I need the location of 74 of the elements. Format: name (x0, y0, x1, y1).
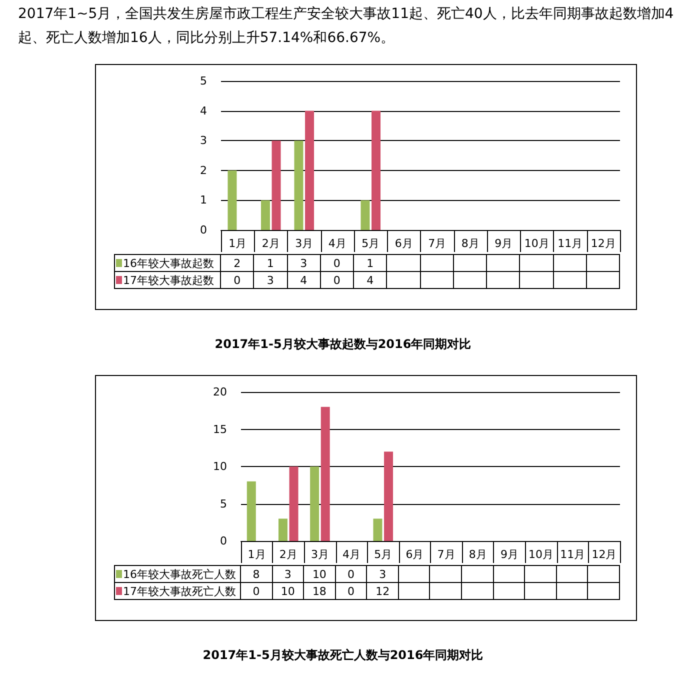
x-tick-label: 8月 (468, 548, 487, 561)
x-tick-label: 9月 (500, 548, 518, 561)
bar (289, 466, 298, 541)
bar (260, 200, 270, 230)
y-tick-label: 5 (220, 497, 227, 510)
y-tick-label: 15 (213, 422, 227, 436)
data-label: 10 (304, 566, 336, 582)
data-label: 0 (335, 582, 367, 600)
bar (373, 518, 382, 541)
x-tick-label: 1月 (248, 548, 266, 561)
legend-label: 17年较大事故起数 (114, 272, 220, 288)
x-tick-label: 1月 (228, 237, 247, 250)
y-tick-label: 0 (220, 534, 227, 548)
bar (278, 518, 288, 541)
legend-label: 16年较大事故死亡人数 (114, 566, 240, 582)
bar (310, 466, 320, 541)
x-tick-label: 12月 (592, 548, 617, 561)
bar (294, 140, 304, 230)
data-label: 12 (366, 582, 398, 600)
y-tick-label: 5 (200, 74, 207, 88)
x-tick-label: 3月 (310, 548, 329, 561)
x-tick-label: 6月 (406, 548, 424, 561)
data-label: 3 (287, 254, 320, 272)
data-label: 0 (240, 582, 272, 600)
x-tick-label: 7月 (437, 548, 456, 561)
x-tick-label: 5月 (362, 237, 380, 250)
bar (384, 452, 394, 541)
y-tick-label: 4 (200, 104, 207, 118)
bar (272, 140, 281, 230)
data-label: 4 (354, 272, 387, 288)
x-tick-label: 11月 (560, 548, 586, 561)
data-label: 4 (287, 272, 320, 288)
x-tick-label: 11月 (558, 237, 583, 250)
bar (320, 406, 330, 541)
y-tick-label: 20 (213, 386, 227, 398)
x-tick-label: 12月 (590, 237, 616, 250)
x-tick-label: 7月 (428, 237, 446, 250)
data-label: 3 (272, 566, 304, 582)
text: 2017年1-5月较大事故起数与2016年同期对比 (214, 336, 472, 353)
x-tick-label: 5月 (374, 548, 392, 561)
x-tick-label: 2月 (262, 237, 280, 250)
bar (305, 110, 314, 230)
x-tick-label: 4月 (328, 237, 346, 250)
data-label: 18 (304, 582, 336, 600)
y-tick-label: 0 (200, 224, 207, 236)
bar (372, 110, 381, 230)
x-tick-label: 3月 (295, 237, 314, 250)
data-label: 0 (320, 272, 354, 288)
bar (246, 481, 256, 541)
text: 2017年1-5月较大事故死亡人数与2016年同期对比 (202, 647, 484, 664)
bar (228, 170, 237, 230)
x-tick-label: 10月 (528, 548, 554, 561)
x-tick-label: 8月 (461, 237, 480, 250)
y-tick-label: 2 (200, 164, 207, 177)
legend-label: 17年较大事故死亡人数 (114, 582, 240, 600)
data-label: 3 (366, 566, 398, 582)
data-label: 1 (354, 254, 387, 272)
x-tick-label: 10月 (524, 237, 550, 250)
y-tick-label: 1 (200, 194, 207, 207)
data-label: 0 (335, 566, 367, 582)
x-tick-label: 2月 (279, 548, 298, 561)
data-label: 10 (272, 582, 304, 600)
y-tick-label: 3 (200, 134, 207, 148)
bar (360, 200, 370, 230)
data-label: 1 (254, 254, 287, 272)
x-tick-label: 6月 (394, 237, 413, 250)
data-label: 3 (254, 272, 287, 288)
data-label: 0 (320, 254, 354, 272)
y-tick-label: 10 (213, 460, 227, 473)
x-tick-label: 9月 (494, 237, 513, 250)
legend-label: 16年较大事故起数 (114, 254, 220, 272)
text: 2017年1~5月，全国共发生房屋市政工程生产安全较大事故11起、死亡40人，比去年同期事故起数增加4起、死亡人数增加16人，同比分别上升57.14%和66.67%。 (17, 5, 675, 48)
x-tick-label: 4月 (342, 548, 361, 561)
data-label: 8 (240, 566, 272, 582)
